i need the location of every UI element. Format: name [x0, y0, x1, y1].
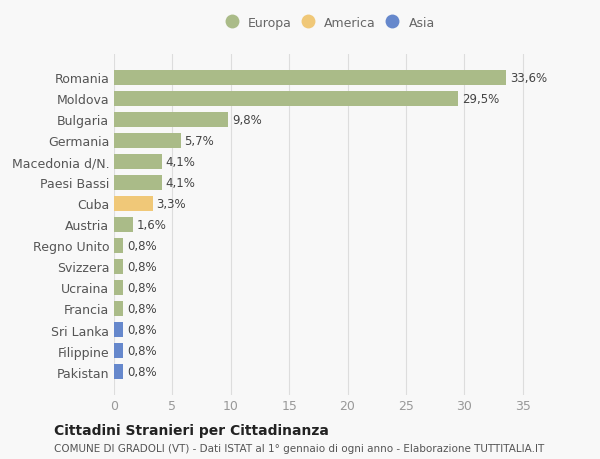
- Bar: [114, 175, 162, 190]
- Bar: [114, 343, 124, 358]
- Bar: [114, 196, 152, 212]
- Bar: [114, 134, 181, 149]
- Bar: [114, 154, 162, 169]
- Text: 29,5%: 29,5%: [462, 93, 499, 106]
- Text: 4,1%: 4,1%: [166, 176, 195, 190]
- Text: 0,8%: 0,8%: [127, 365, 157, 378]
- Bar: [114, 112, 229, 128]
- Bar: [114, 301, 124, 316]
- Bar: [114, 280, 124, 296]
- Text: 5,7%: 5,7%: [184, 134, 214, 147]
- Text: 4,1%: 4,1%: [166, 156, 195, 168]
- Bar: [114, 71, 506, 86]
- Text: 0,8%: 0,8%: [127, 323, 157, 336]
- Text: 33,6%: 33,6%: [510, 72, 547, 84]
- Bar: [114, 91, 458, 106]
- Bar: [114, 259, 124, 274]
- Bar: [114, 218, 133, 232]
- Text: 1,6%: 1,6%: [136, 218, 166, 231]
- Text: 9,8%: 9,8%: [232, 113, 262, 127]
- Text: 0,8%: 0,8%: [127, 281, 157, 294]
- Text: 3,3%: 3,3%: [156, 197, 185, 210]
- Bar: [114, 364, 124, 379]
- Text: 0,8%: 0,8%: [127, 302, 157, 315]
- Text: 0,8%: 0,8%: [127, 344, 157, 357]
- Legend: Europa, America, Asia: Europa, America, Asia: [226, 17, 434, 30]
- Bar: [114, 238, 124, 253]
- Text: 0,8%: 0,8%: [127, 260, 157, 274]
- Text: Cittadini Stranieri per Cittadinanza: Cittadini Stranieri per Cittadinanza: [54, 423, 329, 437]
- Text: COMUNE DI GRADOLI (VT) - Dati ISTAT al 1° gennaio di ogni anno - Elaborazione TU: COMUNE DI GRADOLI (VT) - Dati ISTAT al 1…: [54, 443, 544, 453]
- Bar: [114, 322, 124, 337]
- Text: 0,8%: 0,8%: [127, 240, 157, 252]
